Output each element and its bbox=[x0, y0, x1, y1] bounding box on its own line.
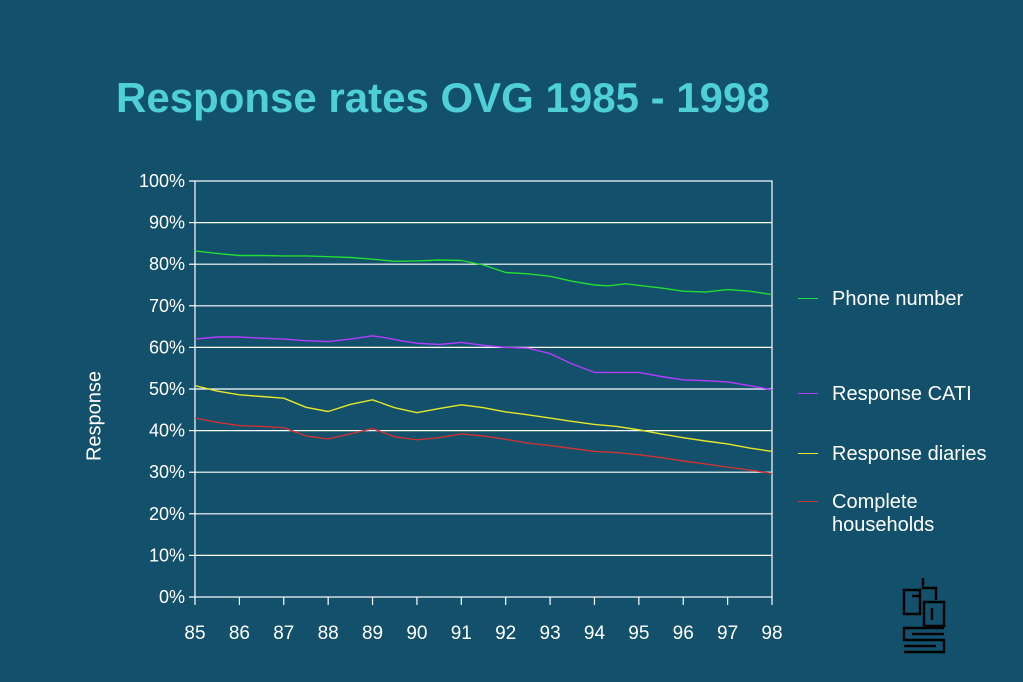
x-tick-label: 88 bbox=[318, 623, 339, 644]
legend-label: Phone number bbox=[832, 288, 964, 310]
y-tick-label: 60% bbox=[149, 337, 185, 357]
x-tick-label: 85 bbox=[184, 623, 205, 644]
x-axis-ticks: 85 86 87 88 89 90 91 92 93 94 95 96 97 98 bbox=[184, 597, 783, 644]
legend-label: Complete households bbox=[832, 491, 935, 536]
y-tick-label: 90% bbox=[149, 213, 185, 233]
y-tick-label: 70% bbox=[149, 296, 185, 316]
x-tick-label: 96 bbox=[673, 623, 694, 644]
x-tick-label: 95 bbox=[628, 623, 649, 644]
legend-swatch bbox=[798, 393, 818, 394]
gridlines bbox=[195, 222, 772, 557]
legend-swatch bbox=[798, 298, 818, 299]
x-tick-label: 91 bbox=[451, 623, 472, 644]
y-tick-label: 50% bbox=[149, 379, 185, 399]
legend-swatch bbox=[798, 453, 818, 454]
y-tick-label: 0% bbox=[159, 587, 185, 607]
y-tick-label: 10% bbox=[149, 545, 185, 565]
x-tick-label: 90 bbox=[406, 623, 427, 644]
x-tick-label: 98 bbox=[761, 623, 782, 644]
x-tick-label: 93 bbox=[540, 623, 561, 644]
y-tick-label: 20% bbox=[149, 504, 185, 524]
series-line-phone-number bbox=[194, 250, 773, 296]
series-line-response-diaries bbox=[194, 385, 773, 453]
y-tick-label: 80% bbox=[149, 254, 185, 274]
cbs-logo bbox=[902, 578, 946, 654]
y-tick-label: 100% bbox=[139, 171, 185, 191]
y-axis-ticks: 0% 10% 20% 30% 40% 50% 60% 70% 80% 90% 100% bbox=[139, 171, 195, 607]
chart-title: Response rates OVG 1985 - 1998 bbox=[116, 74, 770, 121]
x-tick-label: 94 bbox=[584, 623, 606, 644]
series-line-complete-households bbox=[194, 417, 773, 475]
y-tick-label: 30% bbox=[149, 462, 185, 482]
x-tick-label: 87 bbox=[273, 623, 294, 644]
x-tick-label: 86 bbox=[229, 623, 250, 644]
x-tick-label: 92 bbox=[495, 623, 516, 644]
series-line-response-cati bbox=[194, 335, 773, 391]
legend-label: Response CATI bbox=[832, 383, 972, 405]
x-tick-label: 97 bbox=[717, 623, 738, 644]
series-lines bbox=[194, 250, 773, 475]
y-tick-label: 40% bbox=[149, 421, 185, 441]
legend-label: Response diaries bbox=[832, 443, 987, 465]
x-tick-label: 89 bbox=[362, 623, 383, 644]
legend-swatch bbox=[798, 501, 818, 502]
